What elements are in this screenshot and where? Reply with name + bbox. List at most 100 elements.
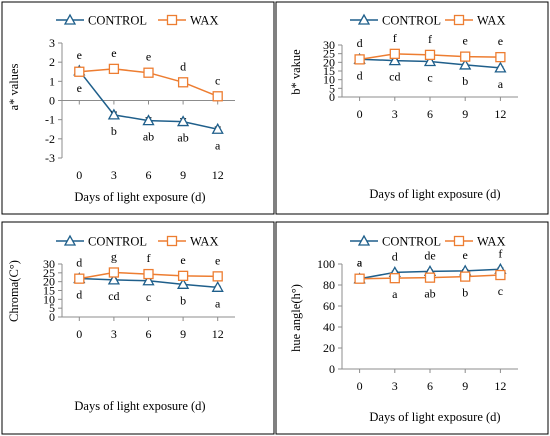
y-tick-label: -3 xyxy=(45,151,55,165)
significance-letter: b xyxy=(180,293,186,307)
x-tick-label: 3 xyxy=(392,379,398,393)
y-tick-label: 0 xyxy=(329,362,335,376)
significance-letter: b xyxy=(462,286,468,300)
significance-letter: c xyxy=(427,70,432,84)
y-tick-label: 0 xyxy=(329,90,335,104)
x-tick-label: 6 xyxy=(427,379,433,393)
x-axis-title: Days of light exposure (d) xyxy=(369,410,500,424)
data-point-square xyxy=(424,272,436,283)
y-tick-label: 0 xyxy=(49,310,55,324)
significance-letter: f xyxy=(147,251,151,265)
x-tick-label: 9 xyxy=(180,327,186,341)
legend-triangle-marker xyxy=(63,234,77,246)
y-tick-label: 25 xyxy=(43,266,55,280)
x-tick-label: 3 xyxy=(111,327,117,341)
significance-letter: a xyxy=(215,138,221,152)
y-tick-label: 15 xyxy=(43,284,55,298)
significance-letter: e xyxy=(463,248,468,262)
significance-letter: a xyxy=(357,256,363,270)
data-point-square xyxy=(143,67,154,78)
data-point-square xyxy=(74,273,85,284)
data-point-square xyxy=(424,49,436,61)
significance-letter: d xyxy=(357,36,363,50)
legend-label: CONTROL xyxy=(382,235,441,249)
significance-letter: ab xyxy=(424,287,435,301)
data-point-triangle xyxy=(211,280,224,292)
significance-letter: b xyxy=(462,74,468,88)
data-point-square xyxy=(212,271,223,282)
significance-letter: d xyxy=(357,68,363,82)
data-point-square xyxy=(108,63,120,75)
y-tick-label: 3 xyxy=(49,36,55,50)
x-tick-label: 6 xyxy=(427,107,433,121)
significance-letter: a xyxy=(392,287,398,301)
panel-border xyxy=(1,221,275,435)
y-tick-label: 10 xyxy=(43,292,55,306)
x-tick-label: 3 xyxy=(111,168,117,182)
y-tick-label: 1 xyxy=(49,74,55,88)
legend-triangle-marker xyxy=(63,13,77,25)
panel-border xyxy=(1,1,275,215)
y-tick-label: 20 xyxy=(43,275,55,289)
y-tick-label: 5 xyxy=(49,301,55,315)
significance-letter: f xyxy=(498,246,502,260)
data-point-triangle xyxy=(459,58,472,70)
x-tick-label: 12 xyxy=(494,379,506,393)
y-tick-label: 20 xyxy=(323,341,335,355)
significance-letter: cd xyxy=(389,70,400,84)
significance-letter: f xyxy=(428,32,432,46)
legend-triangle-marker xyxy=(357,13,371,25)
y-tick-label: 100 xyxy=(317,257,335,271)
significance-letter: f xyxy=(393,31,397,45)
y-tick-label: 10 xyxy=(323,73,335,87)
significance-letter: ab xyxy=(177,131,188,145)
x-tick-label: 9 xyxy=(462,379,468,393)
significance-letter: d xyxy=(76,288,82,302)
panel-border xyxy=(275,1,549,215)
y-tick-label: 30 xyxy=(323,38,335,52)
y-tick-label: -1 xyxy=(45,113,55,127)
data-point-square xyxy=(460,51,471,62)
data-point-triangle xyxy=(388,54,401,66)
significance-letter: c xyxy=(215,73,220,87)
data-point-square xyxy=(74,66,85,77)
significance-letter: e xyxy=(77,81,82,95)
y-axis-title: b* vakue xyxy=(289,49,303,95)
y-tick-label: 60 xyxy=(323,299,335,313)
data-point-triangle xyxy=(423,55,437,67)
data-point-square xyxy=(354,54,365,65)
y-tick-label: -2 xyxy=(45,132,55,146)
x-tick-label: 0 xyxy=(76,168,82,182)
x-tick-label: 6 xyxy=(146,168,152,182)
significance-letter: de xyxy=(424,248,435,262)
data-point-triangle xyxy=(107,273,121,285)
significance-letter: e xyxy=(77,48,82,62)
x-tick-label: 12 xyxy=(494,107,506,121)
significance-letter: e xyxy=(180,253,185,267)
x-tick-label: 6 xyxy=(146,327,152,341)
legend-label: CONTROL xyxy=(88,235,147,249)
y-tick-label: 5 xyxy=(329,81,335,95)
data-point-square xyxy=(143,268,154,280)
significance-letter: d xyxy=(180,59,186,73)
legend-label: WAX xyxy=(477,235,505,249)
data-point-triangle xyxy=(107,108,121,120)
significance-letter: b xyxy=(111,124,117,138)
significance-letter: e xyxy=(463,34,468,48)
y-axis-title: hue angle(h°) xyxy=(289,284,303,352)
data-point-square xyxy=(177,77,189,88)
significance-letter: e xyxy=(215,253,220,267)
x-tick-label: 0 xyxy=(357,379,363,393)
data-point-triangle xyxy=(494,61,507,73)
y-tick-label: 30 xyxy=(43,257,55,271)
x-tick-label: 12 xyxy=(212,327,224,341)
legend-square-marker xyxy=(166,14,178,26)
significance-letter: e xyxy=(111,46,116,60)
y-tick-label: 40 xyxy=(323,320,335,334)
x-tick-label: 0 xyxy=(357,107,363,121)
data-point-square xyxy=(354,273,365,284)
